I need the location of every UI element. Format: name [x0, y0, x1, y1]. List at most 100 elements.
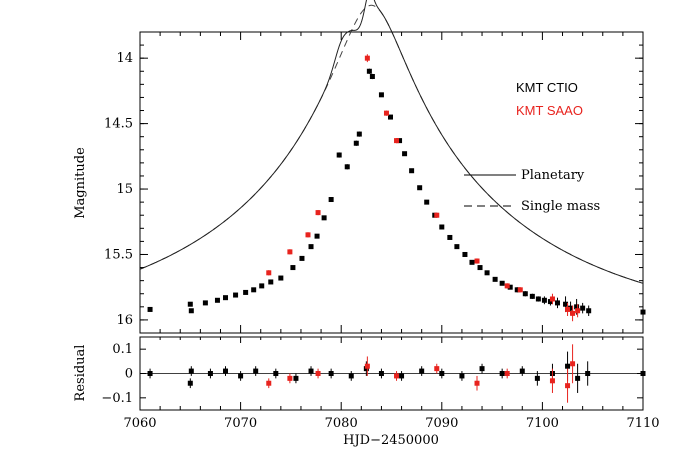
ctio-data-point	[202, 300, 208, 306]
ctio-data-point	[387, 114, 393, 120]
ctio-data-point	[243, 289, 249, 295]
saao-data-point	[570, 310, 576, 316]
ctio-data-point	[514, 287, 520, 293]
ctio-residual-point	[575, 375, 581, 381]
ctio-residual-point	[459, 373, 465, 379]
ctio-residual-point	[147, 371, 153, 376]
ctio-data-point	[397, 138, 403, 144]
ctio-residual-point	[328, 371, 334, 376]
saao-data-point	[504, 283, 510, 289]
x-tick-label: 7070	[224, 416, 257, 431]
x-tick-label: 7090	[425, 416, 458, 431]
saao-data-point	[434, 212, 440, 218]
saao-data-point	[315, 210, 321, 216]
ctio-data-point	[188, 308, 194, 314]
ctio-data-point	[187, 301, 193, 307]
axis-ticks: 7060 7070 7080 7090 7100 7110 14 14.5 15 15.5 16 0.…	[101, 32, 660, 431]
legend-planetary: Planetary	[521, 168, 585, 183]
ctio-data-point	[321, 215, 327, 221]
ctio-residual-point	[187, 380, 193, 386]
ctio-data-point	[492, 276, 498, 282]
ctio-data-point	[308, 244, 314, 250]
ctio-data-point	[336, 152, 342, 158]
ctio-data-point	[314, 233, 320, 239]
saao-data-point	[394, 138, 400, 144]
ctio-residual-point	[499, 371, 505, 376]
ctio-data-point	[290, 265, 296, 271]
saao-data-point	[565, 306, 571, 312]
ctio-residual-point	[223, 368, 229, 374]
ctio-residual-point	[293, 375, 299, 381]
ctio-data-point	[469, 259, 475, 265]
ctio-residual-point	[534, 375, 540, 381]
ctio-data-point	[507, 284, 513, 290]
ctio-data-point	[366, 68, 372, 74]
saao-residual-point	[565, 383, 571, 389]
ctio-residual-point	[565, 363, 571, 369]
ctio-data-point	[378, 92, 384, 98]
saao-data-point	[305, 232, 311, 238]
ctio-residual-point	[585, 371, 591, 376]
ctio-data-point	[328, 197, 334, 203]
y-axis-title-residual: Residual	[73, 345, 88, 402]
ctio-data-point	[454, 244, 460, 250]
ctio-residual-point	[188, 368, 194, 374]
legend-kmt-saao: KMT SAAO	[516, 103, 583, 118]
saao-residual-point	[570, 361, 576, 367]
ctio-data-point	[223, 295, 229, 301]
ctio-residual-point	[399, 373, 405, 379]
y-tick-label: 14	[116, 51, 133, 66]
ctio-data-point	[640, 309, 646, 315]
x-tick-label: 7110	[626, 416, 659, 431]
saao-data-point	[549, 296, 555, 302]
ctio-data-point	[580, 305, 586, 311]
legend-single-mass: Single mass	[521, 199, 600, 214]
ctio-residual-point	[273, 371, 279, 376]
legend-kmt-ctio: KMT CTIO	[516, 80, 578, 95]
planetary-model-curve	[139, 0, 643, 284]
ctio-data-point	[568, 305, 574, 311]
data-points	[147, 54, 646, 322]
ctio-data-point	[541, 297, 547, 303]
saao-data-point	[266, 270, 272, 276]
ctio-data-point	[214, 297, 220, 303]
ctio-data-point	[547, 299, 553, 305]
ctio-residual-point	[348, 373, 354, 379]
saao-data-point	[383, 110, 389, 116]
ctio-data-point	[535, 296, 541, 302]
ctio-residual-point	[419, 368, 425, 374]
saao-residual-point	[434, 366, 440, 372]
ctio-data-point	[369, 73, 375, 79]
x-tick-label: 7080	[325, 416, 358, 431]
x-axis-title: HJD−2450000	[343, 433, 439, 448]
ctio-data-point	[147, 306, 153, 312]
ctio-data-point	[499, 280, 505, 286]
x-tick-label: 7100	[526, 416, 559, 431]
y-tick-label: 14.5	[104, 117, 133, 132]
res-y-tick-label: 0.1	[112, 342, 133, 357]
ctio-data-point	[409, 168, 415, 174]
y-tick-label: 15	[116, 182, 133, 197]
saao-data-point	[517, 287, 523, 293]
ctio-data-point	[484, 270, 490, 276]
saao-residual-point	[504, 371, 510, 376]
ctio-data-point	[586, 308, 592, 314]
saao-residual-point	[549, 378, 555, 384]
ctio-residual-point	[253, 368, 259, 374]
res-y-tick-label: −0.1	[101, 391, 133, 406]
ctio-data-point	[574, 304, 580, 310]
ctio-data-point	[462, 251, 468, 257]
res-y-tick-label: 0	[125, 367, 133, 382]
ctio-data-point	[233, 292, 239, 298]
ctio-data-point	[477, 265, 483, 271]
y-tick-label: 15.5	[104, 247, 133, 262]
saao-residual-point	[287, 375, 293, 381]
ctio-data-point	[344, 164, 350, 170]
ctio-data-point	[251, 287, 257, 293]
ctio-data-point	[278, 275, 284, 281]
ctio-data-point	[554, 300, 560, 306]
ctio-data-point	[529, 293, 535, 299]
saao-residual-point	[364, 363, 370, 369]
ctio-data-point	[259, 283, 265, 289]
